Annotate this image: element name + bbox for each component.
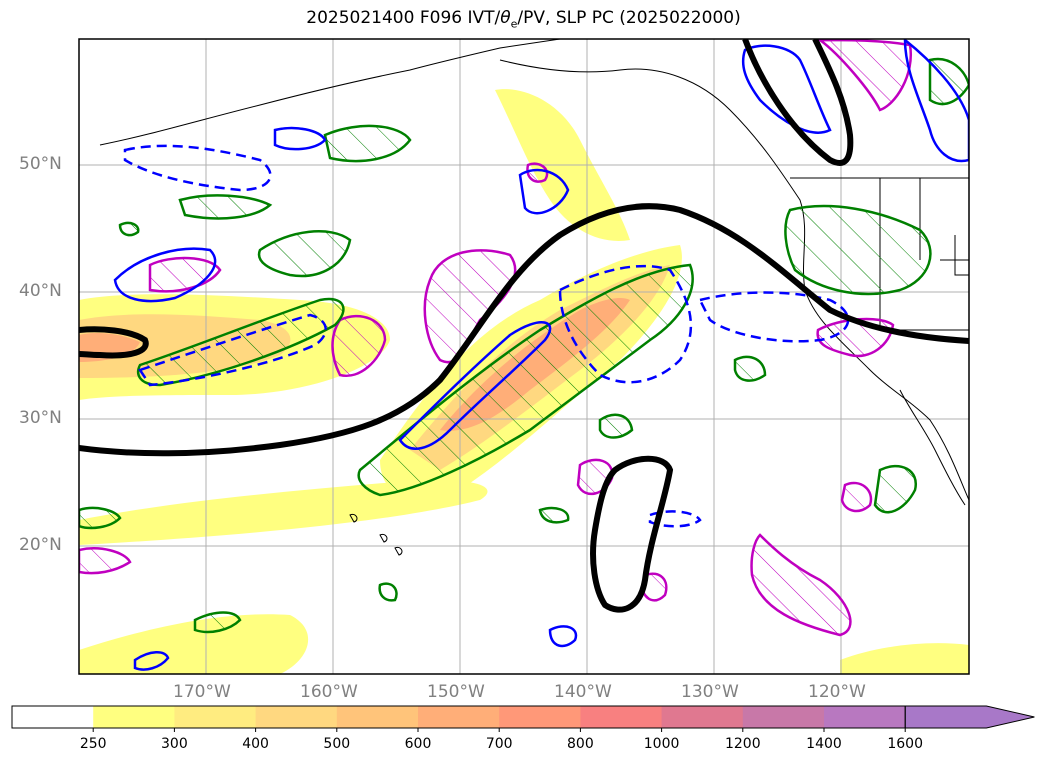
- pv-blue-dashed-coast: [698, 291, 850, 343]
- pv-green-west: [136, 297, 345, 387]
- lat-label-20n: 20°N: [19, 535, 62, 555]
- theta-e-blob-6: [816, 39, 913, 112]
- pv-blue-dashed-west: [138, 313, 327, 387]
- ivt-south-band: [79, 479, 488, 545]
- colorbar-tick-label: 600: [404, 736, 432, 752]
- colorbar-tick-label: 1200: [724, 736, 761, 752]
- colorbar-segment: [661, 706, 744, 728]
- lat-label-30n: 30°N: [19, 408, 62, 428]
- lon-label-150w: 150°W: [427, 682, 485, 702]
- colorbar-tick-label: 1000: [643, 736, 680, 752]
- colorbar-segment: [742, 706, 825, 728]
- colorbar-segment: [336, 706, 419, 728]
- pv-blue-dashed-north: [123, 144, 272, 192]
- pv-green-mid-small: [598, 413, 634, 439]
- pv-blue-solid-plume: [398, 321, 552, 450]
- colorbar-tick-label: 500: [323, 736, 351, 752]
- colorbar-tick-label: 800: [567, 736, 594, 752]
- lon-label-160w: 160°W: [300, 682, 358, 702]
- baja-coast: [899, 389, 966, 506]
- theta-e-blob-2: [331, 314, 387, 378]
- theta-e-blob-5: [750, 533, 852, 637]
- colorbar: [11, 705, 1035, 732]
- graticule: [79, 39, 969, 674]
- slp-north-closed: [742, 39, 854, 166]
- lon-label-120w: 120°W: [808, 682, 866, 702]
- ivt-southeast-blob: [840, 643, 969, 674]
- pv-blue-solid-ne: [741, 44, 832, 134]
- alaska-coast: [99, 39, 561, 146]
- pv-blue-solid-north: [273, 126, 327, 151]
- colorbar-tick-label: 700: [485, 736, 513, 752]
- pv-green-sw: [193, 611, 242, 634]
- pv-negative-layer: [113, 39, 969, 671]
- colorbar-segment: [580, 706, 663, 728]
- colorbar-extend-arrow: [904, 705, 1035, 729]
- pv-blue-solid-nw: [113, 247, 217, 303]
- lon-label-130w: 130°W: [681, 682, 739, 702]
- pv-green-north-3: [257, 230, 352, 278]
- colorbar-tick-label: 300: [161, 736, 188, 752]
- colorbar-segment: [174, 706, 257, 728]
- theta-e-blob-7: [840, 481, 873, 513]
- lon-label-170w: 170°W: [173, 682, 231, 702]
- colorbar-segment: [255, 706, 338, 728]
- pv-positive-layer: [79, 57, 969, 634]
- pv-blue-solid-ne2: [903, 39, 969, 163]
- pv-green-dot-2: [538, 506, 570, 524]
- lon-label-140w: 140°W: [554, 682, 612, 702]
- theta-e-blob-9: [79, 547, 132, 575]
- colorbar-segment: [824, 706, 906, 728]
- colorbar-frame: [11, 705, 906, 729]
- pv-blue-dashed-large: [558, 264, 693, 384]
- colorbar-tick-label: 250: [79, 736, 107, 752]
- colorbar-tick-label: 1400: [806, 736, 842, 752]
- pv-green-coast: [784, 204, 932, 296]
- theta-e-blob-11: [526, 162, 549, 183]
- pv-green-north-1: [323, 124, 412, 163]
- pv-blue-solid-mid: [518, 168, 570, 215]
- pv-green-dot-3: [378, 582, 398, 602]
- colorbar-segment: [499, 706, 581, 728]
- pv-green-dot-1: [118, 221, 140, 237]
- pv-green-left-small: [79, 506, 122, 530]
- slp-west-closed: [79, 326, 149, 359]
- map-title: 2025021400 F096 IVT/θe/PV, SLP PC (20250…: [306, 8, 741, 31]
- pv-blue-solid-sw: [133, 651, 170, 671]
- pv-blue-solid-south: [548, 625, 578, 648]
- pv-blue-dashed-south: [648, 510, 702, 528]
- map-panel: [79, 39, 969, 674]
- pv-green-north-2: [178, 194, 273, 220]
- colorbar-tick-label: 1600: [887, 736, 924, 752]
- slp-main-contour: [79, 203, 969, 457]
- slp-south-closed: [590, 455, 674, 613]
- lat-label-40n: 40°N: [19, 281, 62, 301]
- pv-green-coast-2: [733, 355, 767, 382]
- slp-layer: [79, 39, 969, 613]
- lat-label-50n: 50°N: [19, 154, 62, 174]
- hawaii-islands: [349, 513, 403, 556]
- colorbar-segment: [12, 706, 94, 728]
- colorbar-segment: [93, 706, 175, 728]
- colorbar-tick-label: 400: [242, 736, 269, 752]
- pv-green-se: [873, 464, 918, 514]
- theta-e-blob-10: [640, 572, 668, 602]
- map-frame: [78, 38, 970, 675]
- colorbar-segment: [418, 706, 500, 728]
- theta-e-layer: [79, 39, 913, 637]
